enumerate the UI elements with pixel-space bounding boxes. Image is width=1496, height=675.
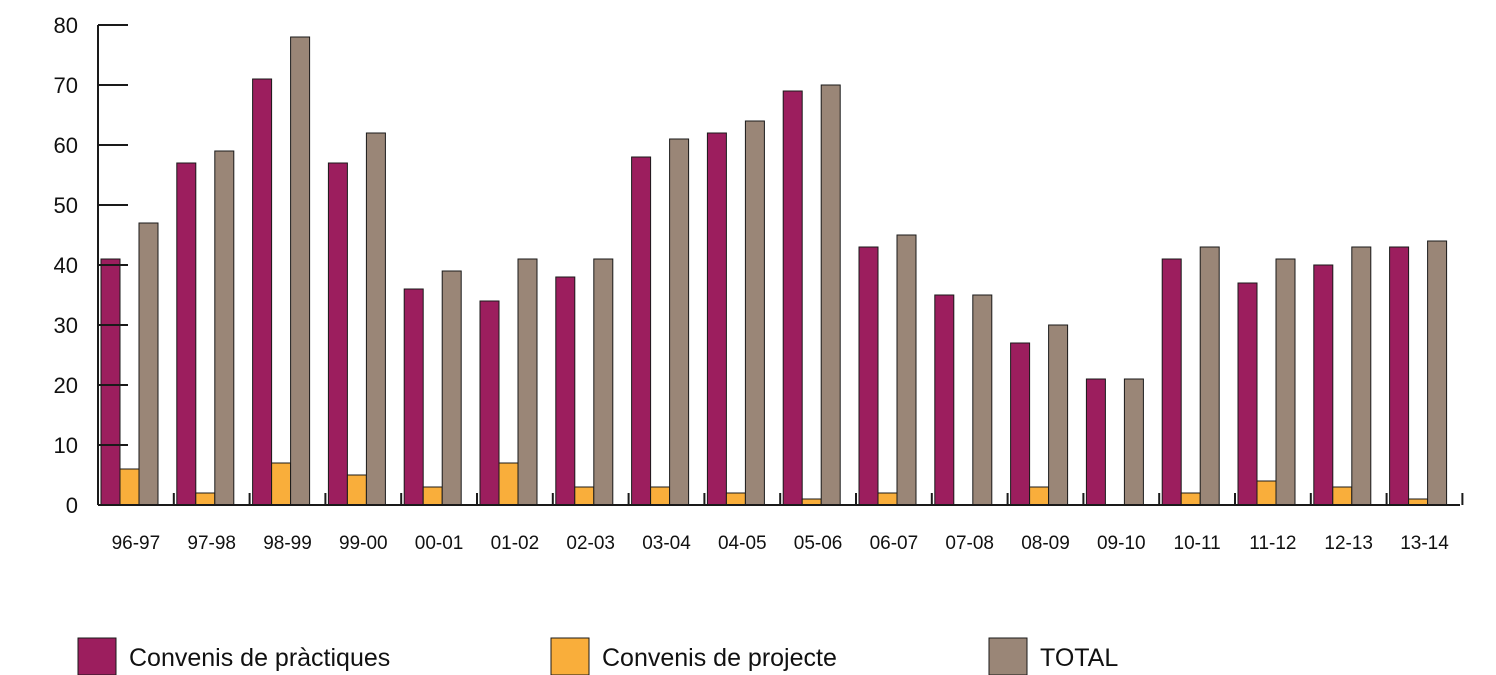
x-tick-label-06-07: 06-07: [870, 533, 919, 554]
bars-group: [100, 36, 1448, 506]
x-tick-label-12-13: 12-13: [1324, 533, 1373, 554]
axes-group: [97, 24, 1464, 506]
legend-swatch-total: [988, 637, 1028, 675]
bar-convenis-de-practiques-97-98: [176, 162, 197, 506]
bar-total-03-04: [669, 138, 690, 506]
bar-convenis-de-practiques-03-04: [631, 156, 652, 506]
legend-label-convenis-de-practiques: Convenis de pràctiques: [129, 644, 390, 672]
bar-total-04-05: [744, 120, 765, 506]
tick-labels-group: 0 10 20 30 40 50 60 70 80 96-97 97-98 98-99 99-00 00-…: [54, 13, 1450, 554]
x-tick-label-01-02: 01-02: [491, 533, 540, 554]
bar-total-08-09: [1048, 324, 1069, 506]
bar-total-05-06: [820, 84, 841, 506]
bar-convenis-de-projecte-11-12: [1256, 480, 1277, 506]
x-tick-label-13-14: 13-14: [1400, 533, 1449, 554]
bar-total-10-11: [1199, 246, 1220, 506]
bar-convenis-de-projecte-10-11: [1180, 492, 1201, 506]
x-tick-label-97-98: 97-98: [187, 533, 236, 554]
bar-convenis-de-practiques-09-10: [1085, 378, 1106, 506]
bar-convenis-de-projecte-00-01: [422, 486, 443, 506]
bar-convenis-de-practiques-12-13: [1313, 264, 1334, 506]
bar-convenis-de-projecte-06-07: [877, 492, 898, 506]
bar-convenis-de-practiques-02-03: [555, 276, 576, 506]
y-tick-label-70: 70: [54, 73, 78, 98]
y-tick-label-10: 10: [54, 433, 78, 458]
bar-convenis-de-projecte-96-97: [119, 468, 140, 506]
bar-convenis-de-projecte-08-09: [1029, 486, 1050, 506]
bar-total-01-02: [517, 258, 538, 506]
bar-convenis-de-projecte-04-05: [725, 492, 746, 506]
y-tick-label-60: 60: [54, 133, 78, 158]
y-tick-label-20: 20: [54, 373, 78, 398]
bar-convenis-de-practiques-13-14: [1389, 246, 1410, 506]
y-tick-label-0: 0: [66, 493, 78, 518]
bar-total-11-12: [1275, 258, 1296, 506]
y-tick-label-50: 50: [54, 193, 78, 218]
bar-convenis-de-practiques-10-11: [1161, 258, 1182, 506]
bar-total-99-00: [365, 132, 386, 506]
bar-total-07-08: [972, 294, 993, 506]
bar-convenis-de-projecte-03-04: [650, 486, 671, 506]
bar-total-02-03: [593, 258, 614, 506]
bar-convenis-de-practiques-04-05: [706, 132, 727, 506]
bar-convenis-de-projecte-01-02: [498, 462, 519, 506]
bar-convenis-de-practiques-96-97: [100, 258, 121, 506]
bar-convenis-de-practiques-11-12: [1237, 282, 1258, 506]
bar-convenis-de-practiques-00-01: [403, 288, 424, 506]
x-tick-label-00-01: 00-01: [415, 533, 464, 554]
bar-convenis-de-projecte-98-99: [271, 462, 292, 506]
y-tick-label-80: 80: [54, 13, 78, 38]
bar-total-06-07: [896, 234, 917, 506]
bar-convenis-de-projecte-97-98: [195, 492, 216, 506]
legend-label-convenis-de-projecte: Convenis de projecte: [602, 644, 837, 672]
y-tick-label-40: 40: [54, 253, 78, 278]
bar-convenis-de-practiques-98-99: [252, 78, 273, 506]
bar-total-97-98: [214, 150, 235, 506]
x-tick-label-07-08: 07-08: [945, 533, 994, 554]
bar-total-13-14: [1427, 240, 1448, 506]
bar-convenis-de-practiques-99-00: [327, 162, 348, 506]
bar-convenis-de-projecte-02-03: [574, 486, 595, 506]
legend: Convenis de pràctiques Convenis de projec…: [77, 637, 1118, 675]
x-tick-label-10-11: 10-11: [1174, 533, 1221, 554]
x-tick-label-99-00: 99-00: [339, 533, 388, 554]
x-tick-label-02-03: 02-03: [566, 533, 615, 554]
x-tick-label-04-05: 04-05: [718, 533, 767, 554]
bar-total-96-97: [138, 222, 159, 506]
bar-convenis-de-practiques-05-06: [782, 90, 803, 506]
x-tick-label-98-99: 98-99: [263, 533, 312, 554]
bar-total-12-13: [1351, 246, 1372, 506]
bar-total-09-10: [1123, 378, 1144, 506]
bar-convenis-de-practiques-01-02: [479, 300, 500, 506]
bar-convenis-de-practiques-08-09: [1010, 342, 1031, 506]
x-tick-label-08-09: 08-09: [1021, 533, 1070, 554]
bar-convenis-de-projecte-12-13: [1332, 486, 1353, 506]
legend-label-total: TOTAL: [1040, 644, 1118, 672]
x-tick-label-96-97: 96-97: [112, 533, 161, 554]
x-tick-label-11-12: 11-12: [1249, 533, 1296, 554]
x-tick-label-09-10: 09-10: [1097, 533, 1146, 554]
bar-convenis-de-practiques-06-07: [858, 246, 879, 506]
legend-swatch-convenis-de-projecte: [550, 637, 590, 675]
bar-total-00-01: [441, 270, 462, 506]
y-tick-label-30: 30: [54, 313, 78, 338]
bar-convenis-de-practiques-07-08: [934, 294, 955, 506]
bar-convenis-de-projecte-99-00: [346, 474, 367, 506]
bar-total-98-99: [290, 36, 311, 506]
x-tick-label-03-04: 03-04: [642, 533, 691, 554]
legend-swatch-convenis-de-practiques: [77, 637, 117, 675]
x-tick-label-05-06: 05-06: [794, 533, 843, 554]
